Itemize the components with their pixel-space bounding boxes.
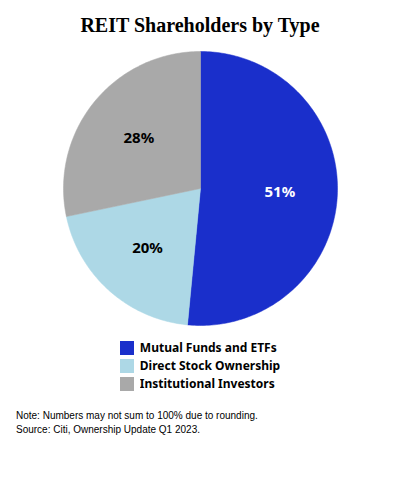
html-text:Direct Stock Ownership: Direct Stock Ownership	[139, 357, 281, 374]
html-text:Source: Citi, Ownership Update: Source: Citi, Ownership Update Q1 2023.	[16, 424, 200, 435]
html-text:REIT Shareholders by Type: REIT Shareholders by Type	[80, 14, 320, 36]
svg-text:51%: 51%	[265, 181, 296, 201]
html-text:Institutional Investors: Institutional Investors	[139, 375, 275, 392]
html-text:Mutual Funds and ETFs: Mutual Funds and ETFs	[139, 339, 277, 356]
svg-text:28%: 28%	[123, 127, 154, 147]
html-text:Note: Numbers may not sum to 1: Note: Numbers may not sum to 100% due to…	[16, 410, 258, 421]
svg-text:20%: 20%	[132, 237, 163, 257]
